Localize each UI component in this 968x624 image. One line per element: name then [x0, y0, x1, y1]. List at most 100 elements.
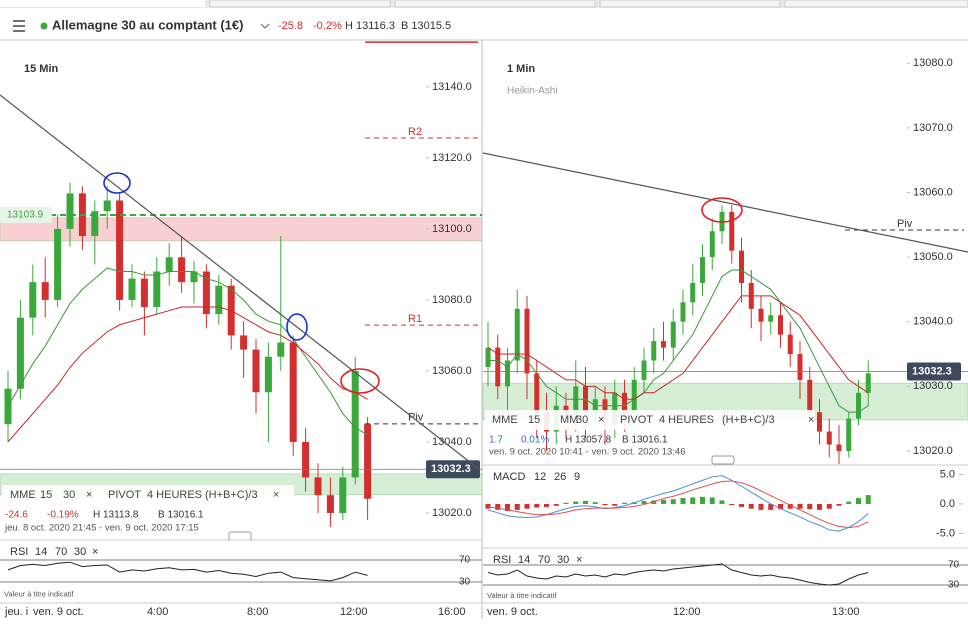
candle-body [215, 285, 223, 315]
macd-bar [573, 501, 579, 504]
y-tick-label: 13080.0 [913, 57, 953, 69]
stat: B 13016.1 [622, 435, 668, 446]
rsi-legend: 14 [35, 546, 47, 558]
candle-body [739, 250, 744, 283]
tab[interactable] [394, 0, 596, 8]
stat: B 13016.1 [158, 510, 204, 521]
candle-body [485, 347, 491, 367]
legend-item: × [808, 414, 814, 426]
tab[interactable] [0, 0, 205, 7]
moving-average [7, 306, 368, 443]
macd-bar [807, 503, 813, 510]
candle-body [116, 200, 124, 300]
legend-item: × [273, 489, 279, 501]
y-tick-label: 13080.0 [432, 294, 472, 306]
macd-tick-label: 5.0 [940, 468, 955, 480]
candle-body [524, 308, 530, 374]
macd-bar [680, 498, 686, 504]
rsi-legend: 70 [55, 546, 67, 558]
rsi-note: Valeur à titre indicatif [487, 591, 557, 600]
candle-body [505, 360, 510, 387]
macd-line [487, 475, 869, 532]
candle-body [339, 477, 347, 513]
tab[interactable] [599, 0, 781, 8]
macd-bar [485, 503, 491, 509]
legend-box [2, 485, 294, 505]
price-marker-label: 13103.9 [7, 210, 44, 221]
period: ven. 9 oct. 2020 10:41 - ven. 9 oct. 202… [489, 447, 685, 458]
candle-body [264, 356, 272, 393]
y-tick-label: 13030.0 [913, 380, 953, 392]
y-tick-label: 13040.0 [432, 436, 472, 448]
time-label: ven. 9 oct. [33, 606, 84, 618]
legend-item: 30 [576, 414, 588, 426]
candle-body [817, 412, 822, 432]
rsi-tick-label: 70 [948, 560, 960, 571]
y-tick-label: 13020.0 [913, 445, 953, 457]
annotations [0, 94, 968, 471]
dropdown-icon[interactable] [260, 23, 270, 29]
candle-body [797, 354, 803, 380]
macd-bar [495, 503, 501, 510]
rsi-line [7, 561, 368, 582]
change-pct: -0.2% [313, 20, 342, 32]
tab[interactable] [209, 0, 391, 8]
time-label: 12:00 [340, 606, 368, 618]
macd-bar [505, 503, 510, 512]
rsi-tick-label: 30 [948, 580, 960, 591]
stat: H 13057.8 [565, 435, 612, 446]
candle-body [631, 379, 637, 413]
status-dot [40, 22, 48, 30]
macd-bar [826, 503, 832, 509]
level-label: R1 [408, 313, 422, 325]
pane-handle[interactable] [228, 531, 252, 541]
legend-item: PIVOT [620, 414, 653, 426]
candle-body [41, 282, 49, 300]
y-tick-label: 13060.0 [913, 186, 953, 198]
legend-item: 15 [528, 414, 540, 426]
macd-bar [856, 498, 861, 504]
macd-bar [690, 497, 696, 504]
tab[interactable] [784, 0, 968, 8]
rsi-tick-label: 70 [459, 555, 471, 566]
macd-bar [817, 503, 822, 510]
macd-tick-label: 0.0 [940, 498, 955, 510]
candle-body [768, 315, 774, 322]
candle-body [690, 282, 696, 303]
candle-body [807, 379, 813, 413]
candle-body [514, 308, 520, 361]
legend-item: PIVOT [108, 489, 141, 501]
y-tick-label: 13140.0 [432, 81, 472, 93]
charts: R2 R1 Piv 13103.9 13032.3 13020.0 13040.0 13060… [0, 41, 968, 618]
pane-handle[interactable] [711, 455, 735, 465]
rsi-legend: × [576, 554, 582, 566]
macd-tick-label: -5.0 [936, 527, 955, 539]
macd-bar [865, 495, 871, 504]
candle-body [709, 231, 715, 258]
candle-body [534, 373, 540, 413]
macd-line [487, 480, 869, 529]
candle-body [202, 271, 210, 315]
menu-icon[interactable] [13, 20, 25, 32]
time-label: 13:00 [832, 606, 860, 618]
stat: H 13113.8 [93, 510, 139, 521]
macd-bar [670, 499, 676, 504]
candle-body [302, 441, 310, 478]
instrument-name[interactable]: Allemagne 30 au comptant (1€) [52, 17, 243, 32]
period: jeu. 8 oct. 2020 21:45 - ven. 9 oct. 202… [4, 523, 199, 534]
macd-bar [612, 503, 618, 506]
time-label: 16:00 [438, 606, 466, 618]
candle-body [846, 418, 852, 451]
macd-bar [719, 500, 725, 504]
candle-body [128, 278, 136, 300]
candle-body [16, 317, 24, 389]
candle-body [190, 271, 198, 283]
moving-average [488, 269, 869, 413]
macd-legend: MACD [493, 471, 525, 483]
macd-bar [534, 503, 540, 508]
candle-body [700, 257, 705, 283]
level-label: R2 [408, 126, 422, 138]
candle-body [573, 386, 579, 419]
